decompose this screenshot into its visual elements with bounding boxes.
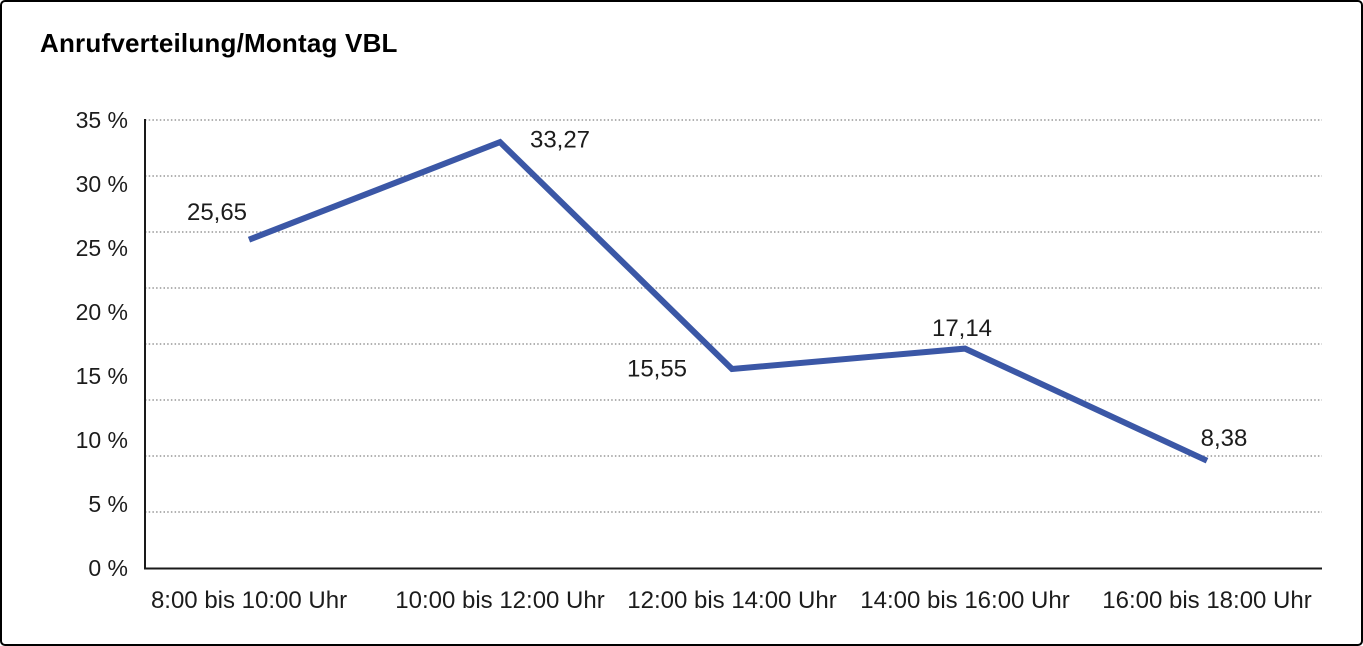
data-point-label: 15,55 <box>627 355 687 382</box>
y-tick-label: 10 % <box>76 427 128 453</box>
y-tick-label: 35 % <box>76 107 128 133</box>
data-line <box>247 138 1209 464</box>
data-point-label: 33,27 <box>530 127 590 154</box>
y-tick-label: 0 % <box>88 555 128 581</box>
data-point-label: 8,38 <box>1201 425 1248 452</box>
y-tick-label: 20 % <box>76 299 128 325</box>
y-tick-label: 25 % <box>76 235 128 261</box>
y-tick-label: 30 % <box>76 171 128 197</box>
x-category-label: 8:00 bis 10:00 Uhr <box>151 587 347 614</box>
x-category-label: 16:00 bis 18:00 Uhr <box>1102 587 1311 614</box>
series-group <box>247 138 1209 464</box>
x-category-label: 14:00 bis 16:00 Uhr <box>860 587 1069 614</box>
data-point-label: 25,65 <box>187 199 247 226</box>
gridlines-group <box>145 119 1322 513</box>
axes-group <box>144 119 1322 570</box>
chart-title: Anrufverteilung/Montag VBL <box>40 28 398 58</box>
y-tick-label: 15 % <box>76 363 128 389</box>
data-point-label: 17,14 <box>932 315 992 342</box>
y-tick-label: 5 % <box>88 491 128 517</box>
x-category-label: 12:00 bis 14:00 Uhr <box>627 587 836 614</box>
x-category-label: 10:00 bis 12:00 Uhr <box>395 587 604 614</box>
labels-group: 0 % 5 % 10 % 15 % 20 % 25 % 30 % 35 % 8:00 bis 1… <box>76 107 1312 614</box>
